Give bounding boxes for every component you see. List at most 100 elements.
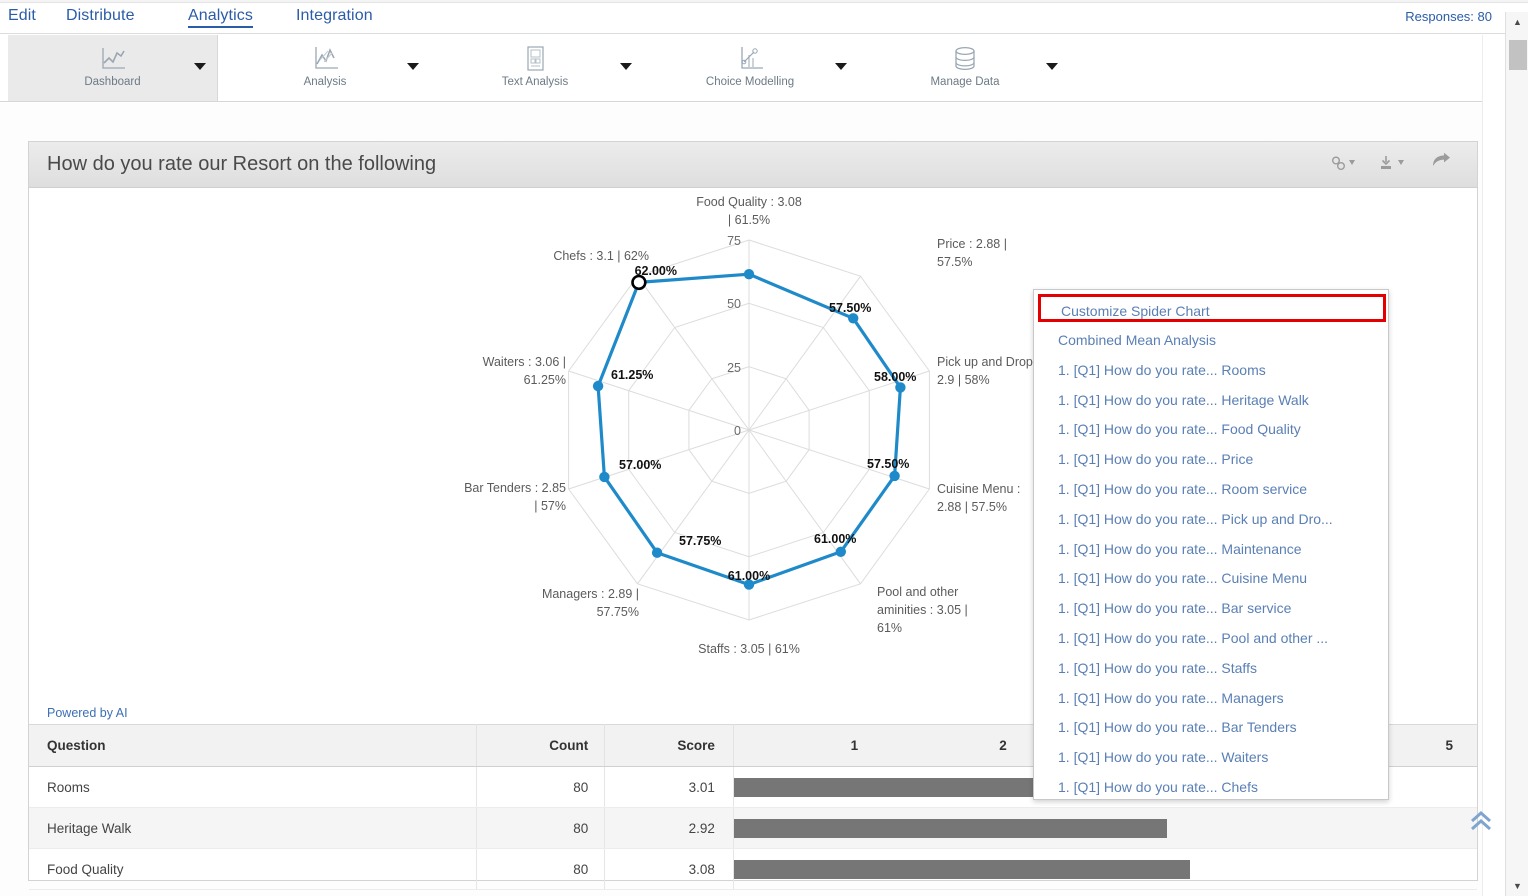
menu-item[interactable]: 1. [Q1] How do you rate... Price [1058, 451, 1254, 468]
cell-count: 80 [476, 848, 606, 890]
col-header-2: 2 [882, 724, 1031, 767]
radar-data-points [592, 269, 906, 590]
point-value-pool: 61.00% [814, 532, 856, 546]
point-value-waiters: 61.25% [611, 368, 653, 382]
scrollbar-up-arrow-icon[interactable]: ▲ [1513, 17, 1522, 27]
ribbon-item-manage-data[interactable]: Manage Data [875, 35, 1055, 101]
col-header-count[interactable]: Count [476, 724, 606, 767]
menu-item[interactable]: 1. [Q1] How do you rate... Room service [1058, 480, 1307, 497]
radar-chart-svg[interactable]: 75 50 25 0 [29, 188, 1477, 701]
text-analysis-dropdown-caret-icon[interactable] [620, 63, 632, 70]
manage-data-dropdown-caret-icon[interactable] [1046, 63, 1058, 70]
right-gutter [1482, 35, 1505, 896]
scrollbar-thumb[interactable] [1509, 40, 1527, 70]
ribbon-item-choice-modelling[interactable]: Choice Modelling [655, 35, 845, 101]
axis-label-staffs: Staffs : 3.05 | 61% [698, 642, 800, 656]
page-title: How do you rate our Resort on the follow… [47, 153, 437, 175]
menu-item[interactable]: 1. [Q1] How do you rate... Staffs [1058, 659, 1257, 676]
scores-table: Question Count Score 1 2 3 4 5 Rooms803.… [29, 724, 1477, 890]
menu-item[interactable]: 1. [Q1] How do you rate... Rooms [1058, 361, 1266, 378]
menu-item[interactable]: Combined Mean Analysis [1058, 332, 1216, 348]
share-arrow-icon[interactable] [1431, 152, 1451, 175]
cell-question: Rooms [29, 766, 477, 808]
point-value-staffs: 61.00% [728, 569, 770, 583]
spider-chart-options-menu[interactable]: Customize Spider Chart Combined Mean Ana… [1033, 289, 1389, 800]
ribbon-item-text-analysis[interactable]: Text Analysis [440, 35, 630, 101]
vertical-scrollbar[interactable]: ▲ ▼ [1505, 12, 1528, 896]
axis-label-food-quality-line2: | 61.5% [728, 213, 770, 227]
dashboard-chart-icon [90, 44, 136, 74]
menu-item[interactable]: 1. [Q1] How do you rate... Cuisine Menu [1058, 570, 1308, 587]
menu-item[interactable]: 1. [Q1] How do you rate... Maintenance [1058, 540, 1302, 557]
axis-label-pickup-line2: 2.9 | 58% [937, 373, 990, 387]
menu-item[interactable]: 1. [Q1] How do you rate... Waiters [1058, 749, 1269, 766]
dashboard-scroll-area: How do you rate our Resort on the follow… [0, 103, 1505, 896]
gear-settings-icon[interactable] [1331, 155, 1357, 174]
menu-item[interactable]: 1. [Q1] How do you rate... Pick up and D… [1058, 510, 1333, 527]
cell-question: Food Quality [29, 848, 477, 890]
menu-item[interactable]: 1. [Q1] How do you rate... Chefs [1058, 778, 1258, 795]
analysis-dropdown-caret-icon[interactable] [407, 63, 419, 70]
menu-item[interactable]: 1. [Q1] How do you rate... Bar service [1058, 600, 1292, 617]
point-value-pickup: 58.00% [874, 370, 916, 384]
ribbon-label-text-analysis: Text Analysis [501, 76, 569, 88]
cell-count: 80 [476, 807, 606, 849]
ribbon-item-dashboard[interactable]: Dashboard [8, 35, 218, 101]
ribbon-label-analysis: Analysis [303, 76, 347, 88]
axis-label-cuisine-line2: 2.88 | 57.5% [937, 500, 1007, 514]
scrollbar-down-arrow-icon[interactable]: ▼ [1513, 881, 1522, 891]
table-row[interactable]: Food Quality 80 3.08 [29, 848, 1477, 890]
ribbon-item-analysis[interactable]: Analysis [230, 35, 420, 101]
point-value-price: 57.50% [829, 301, 871, 315]
menu-item[interactable]: 1. [Q1] How do you rate... Food Quality [1058, 421, 1301, 438]
manage-data-database-icon [942, 44, 988, 74]
axis-label-waiters-line1: Waiters : 3.06 | [483, 355, 566, 369]
score-bar [733, 819, 1167, 838]
col-header-question[interactable]: Question [29, 724, 477, 767]
axis-label-food-quality-line1: Food Quality : 3.08 [696, 195, 802, 209]
menu-item-list: Combined Mean Analysis 1. [Q1] How do you… [1034, 326, 1388, 803]
axis-label-pool-line3: 61% [877, 621, 902, 635]
point-value-bartenders: 57.00% [619, 458, 661, 472]
cell-question: Heritage Walk [29, 807, 477, 849]
axis-label-managers-line2: 57.75% [597, 605, 639, 619]
nav-item-analytics[interactable]: Analytics [188, 7, 253, 28]
ribbon-label-choice-modelling: Choice Modelling [705, 76, 795, 88]
nav-item-integration[interactable]: Integration [296, 7, 373, 24]
col-header-score[interactable]: Score [604, 724, 734, 767]
top-navigation-bar: Analytics Edit Distribute Integration Re… [0, 0, 1528, 34]
responses-count-label: Responses: 80 [1405, 9, 1492, 24]
nav-item-distribute[interactable]: Distribute [66, 7, 135, 24]
menu-item[interactable]: 1. [Q1] How do you rate... Pool and othe… [1058, 629, 1329, 646]
point-value-managers: 57.75% [679, 534, 721, 548]
analysis-chart-icon [302, 44, 348, 74]
axis-label-price-line1: Price : 2.88 | [937, 237, 1007, 251]
choice-modelling-dropdown-caret-icon[interactable] [835, 63, 847, 70]
radial-tick-0: 0 [734, 424, 741, 438]
radial-tick-75: 75 [727, 234, 741, 248]
download-icon[interactable] [1379, 155, 1407, 175]
axis-label-bartenders-line2: | 57% [534, 499, 566, 513]
axis-label-pickup-line1: Pick up and Drop : [937, 355, 1040, 369]
menu-item[interactable]: 1. [Q1] How do you rate... Heritage Walk [1058, 391, 1309, 408]
radar-highlighted-point[interactable] [631, 274, 647, 291]
axis-label-price-line2: 57.5% [937, 255, 972, 269]
scroll-to-top-button[interactable] [1466, 808, 1496, 834]
menu-item[interactable]: 1. [Q1] How do you rate... Managers [1058, 689, 1284, 706]
table-header-row: Question Count Score 1 2 3 4 5 [29, 724, 1477, 767]
menu-item-customize-spider-chart[interactable]: Customize Spider Chart [1038, 294, 1386, 322]
cell-count: 80 [476, 766, 606, 808]
radial-tick-50: 50 [727, 297, 741, 311]
menu-item[interactable]: 1. [Q1] How do you rate... Bar Tenders [1058, 719, 1297, 736]
cell-score-bar [733, 848, 1477, 890]
powered-by-ai-link[interactable]: Powered by AI [47, 706, 128, 720]
nav-item-edit[interactable]: Edit [8, 7, 36, 24]
table-row[interactable]: Heritage Walk 80 2.92 [29, 807, 1477, 849]
dashboard-dropdown-caret-icon[interactable] [194, 63, 206, 70]
choice-modelling-scatter-icon [727, 44, 773, 74]
cell-score: 2.92 [604, 807, 734, 849]
ribbon-toolbar: Dashboard Analysis Text Analysis [0, 35, 1505, 102]
axis-label-chefs: Chefs : 3.1 | 62% [553, 249, 649, 263]
cell-score: 3.08 [604, 848, 734, 890]
cell-score-bar [733, 807, 1477, 849]
